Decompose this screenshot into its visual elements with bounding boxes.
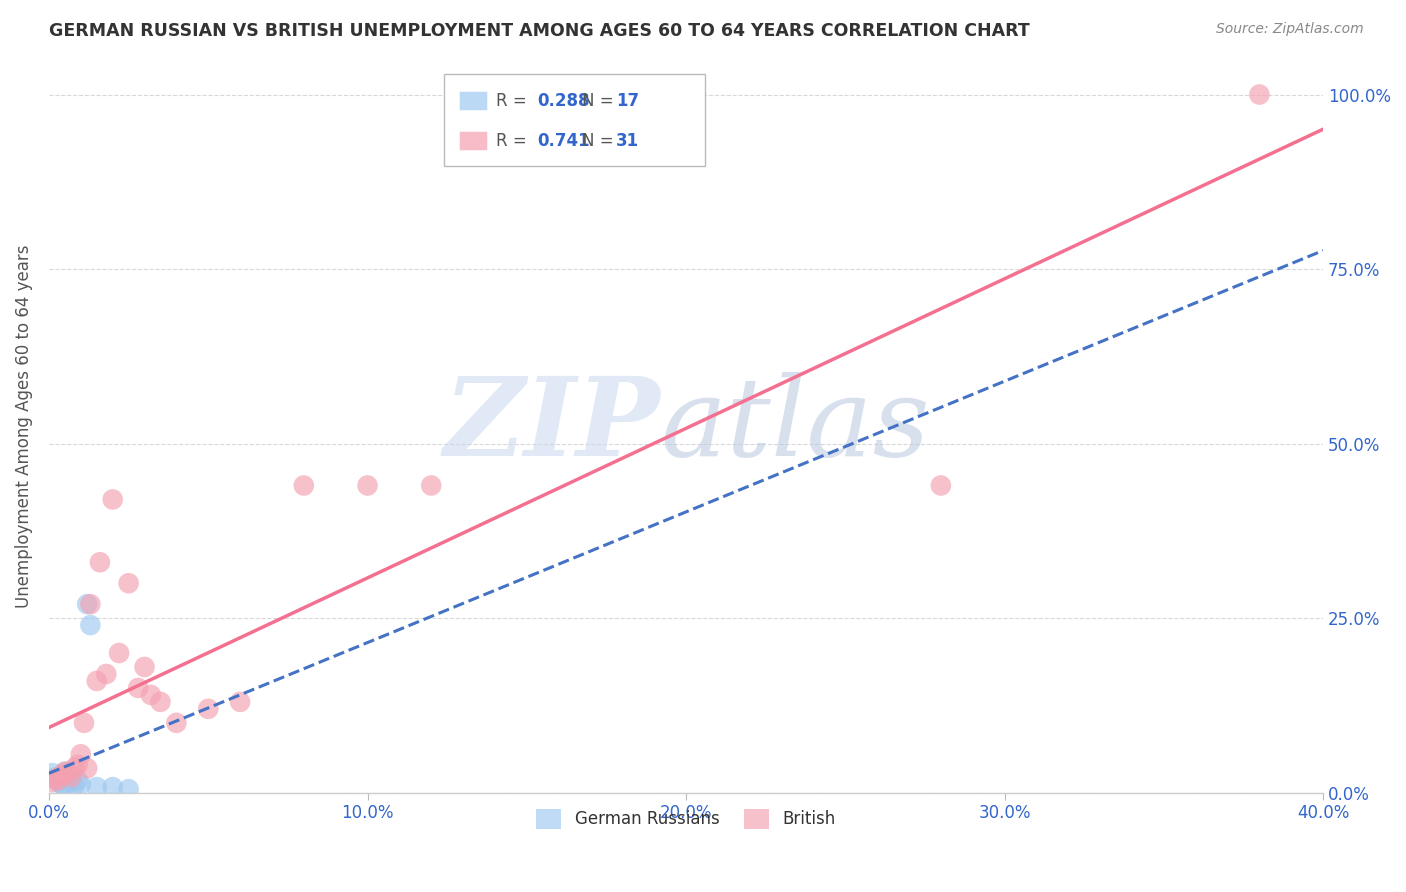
- Point: [108, 646, 131, 660]
- Point: [63, 761, 86, 775]
- Point: [79, 597, 101, 611]
- Point: [48, 773, 70, 788]
- Point: [73, 715, 96, 730]
- Text: 0.741: 0.741: [537, 132, 589, 150]
- Point: [89, 555, 111, 569]
- Point: [53, 764, 76, 779]
- Point: [197, 702, 219, 716]
- Point: [96, 667, 118, 681]
- Point: [56, 766, 79, 780]
- Point: [229, 695, 252, 709]
- Text: R =: R =: [496, 132, 533, 150]
- Point: [51, 768, 73, 782]
- Y-axis label: Unemployment Among Ages 60 to 64 years: Unemployment Among Ages 60 to 64 years: [15, 244, 32, 607]
- Point: [86, 780, 108, 794]
- Point: [165, 715, 187, 730]
- Point: [79, 618, 101, 632]
- Text: 31: 31: [616, 132, 640, 150]
- Point: [69, 747, 91, 762]
- Point: [60, 770, 83, 784]
- Point: [44, 772, 66, 786]
- Point: [149, 695, 172, 709]
- Point: [127, 681, 149, 695]
- Point: [86, 673, 108, 688]
- Point: [76, 597, 98, 611]
- Point: [66, 773, 89, 788]
- Point: [117, 576, 139, 591]
- Point: [69, 777, 91, 791]
- Point: [356, 478, 378, 492]
- Point: [420, 478, 443, 492]
- Point: [51, 777, 73, 791]
- Point: [66, 757, 89, 772]
- Text: R =: R =: [496, 92, 533, 110]
- Point: [76, 761, 98, 775]
- Point: [134, 660, 156, 674]
- FancyBboxPatch shape: [444, 74, 706, 166]
- Point: [101, 492, 124, 507]
- Text: atlas: atlas: [661, 372, 931, 480]
- Text: 0.288: 0.288: [537, 92, 589, 110]
- Text: 17: 17: [616, 92, 640, 110]
- Text: GERMAN RUSSIAN VS BRITISH UNEMPLOYMENT AMONG AGES 60 TO 64 YEARS CORRELATION CHA: GERMAN RUSSIAN VS BRITISH UNEMPLOYMENT A…: [49, 22, 1031, 40]
- FancyBboxPatch shape: [460, 91, 488, 111]
- Point: [929, 478, 952, 492]
- Point: [53, 764, 76, 779]
- Text: N =: N =: [582, 132, 619, 150]
- Point: [53, 779, 76, 793]
- FancyBboxPatch shape: [460, 131, 488, 151]
- Point: [60, 775, 83, 789]
- Point: [41, 775, 63, 789]
- Point: [1249, 87, 1271, 102]
- Text: ZIP: ZIP: [444, 372, 661, 480]
- Point: [44, 770, 66, 784]
- Point: [48, 773, 70, 788]
- Legend: German Russians, British: German Russians, British: [530, 802, 842, 836]
- Point: [48, 775, 70, 789]
- Point: [41, 766, 63, 780]
- Point: [292, 478, 315, 492]
- Point: [139, 688, 162, 702]
- Point: [56, 766, 79, 780]
- Point: [101, 780, 124, 794]
- Point: [63, 779, 86, 793]
- Point: [117, 782, 139, 797]
- Text: Source: ZipAtlas.com: Source: ZipAtlas.com: [1216, 22, 1364, 37]
- Text: N =: N =: [582, 92, 619, 110]
